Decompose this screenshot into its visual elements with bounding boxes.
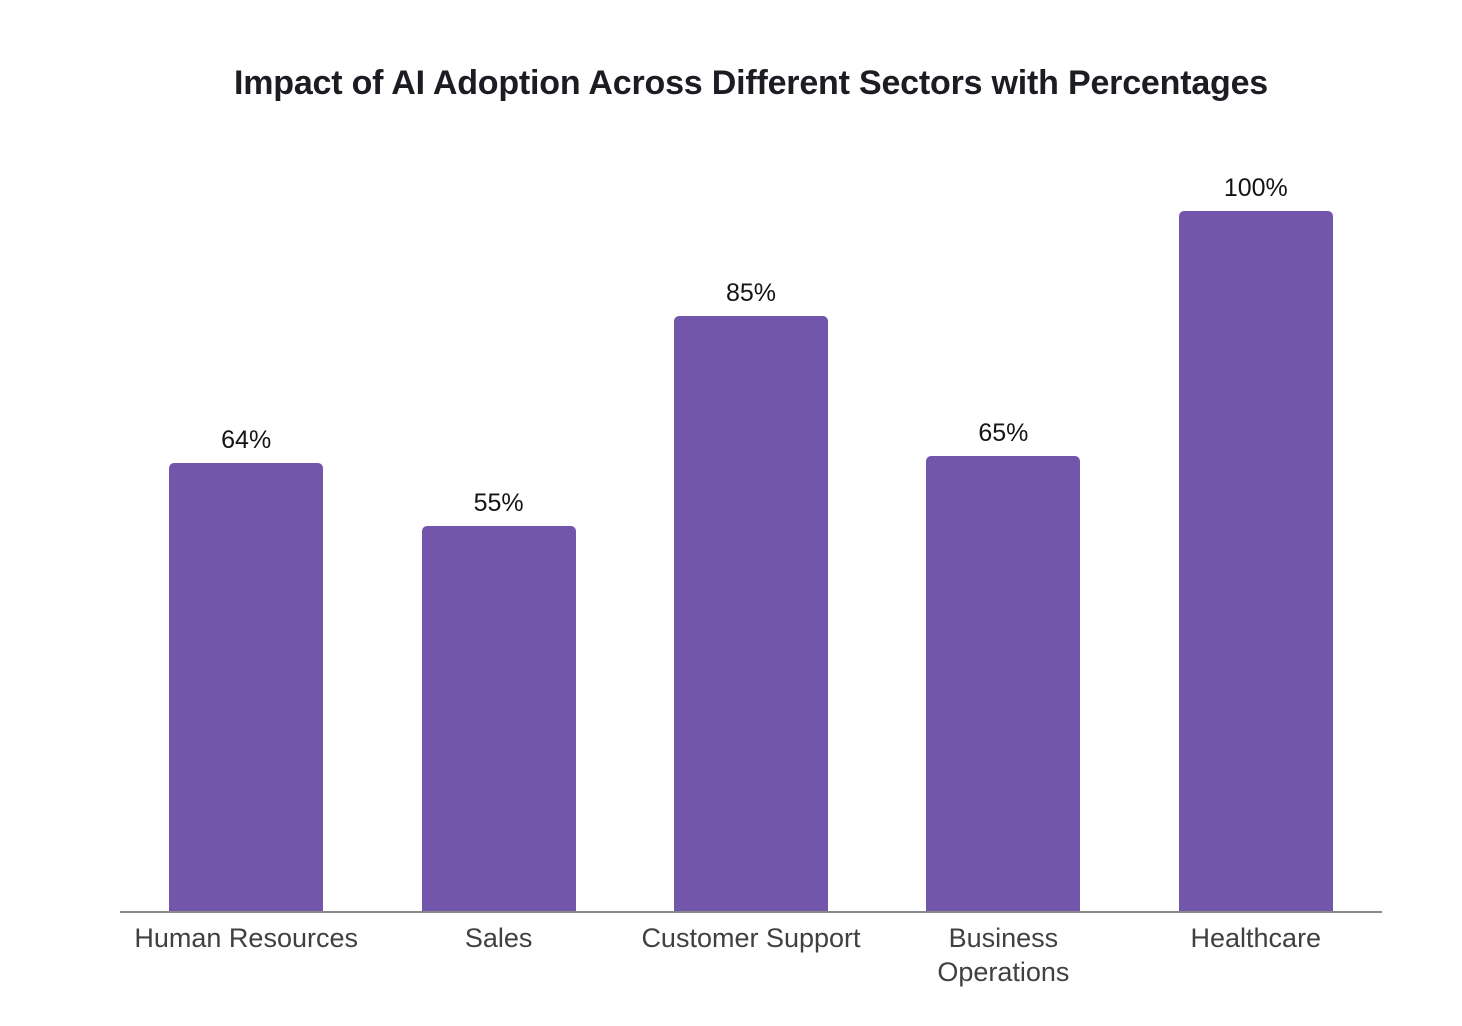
category-label-human-resources: Human Resources <box>134 923 358 953</box>
category-label-healthcare: Healthcare <box>1190 923 1322 953</box>
category-label-business-operations: Business Operations <box>937 923 1070 987</box>
bar-sales <box>421 526 576 911</box>
x-axis-labels: Human Resources Sales Customer Support Busi… <box>120 921 1382 1021</box>
value-label-sales: 55% <box>473 489 524 517</box>
plot-area: 64% 55% 85% 65% 100% <box>120 176 1382 913</box>
chart-title: Impact of AI Adoption Across Different S… <box>233 64 1269 102</box>
bar-business-operations <box>926 456 1081 911</box>
value-label-human-resources: 64% <box>221 426 272 454</box>
bar-human-resources <box>169 463 324 911</box>
category-label-sales: Sales <box>464 923 533 953</box>
value-label-business-operations: 65% <box>978 419 1029 447</box>
category-label-customer-support: Customer Support <box>641 923 861 953</box>
bar-customer-support <box>674 316 828 911</box>
bar-healthcare <box>1178 211 1333 911</box>
value-label-healthcare: 100% <box>1223 174 1288 202</box>
value-label-customer-support: 85% <box>725 279 777 307</box>
